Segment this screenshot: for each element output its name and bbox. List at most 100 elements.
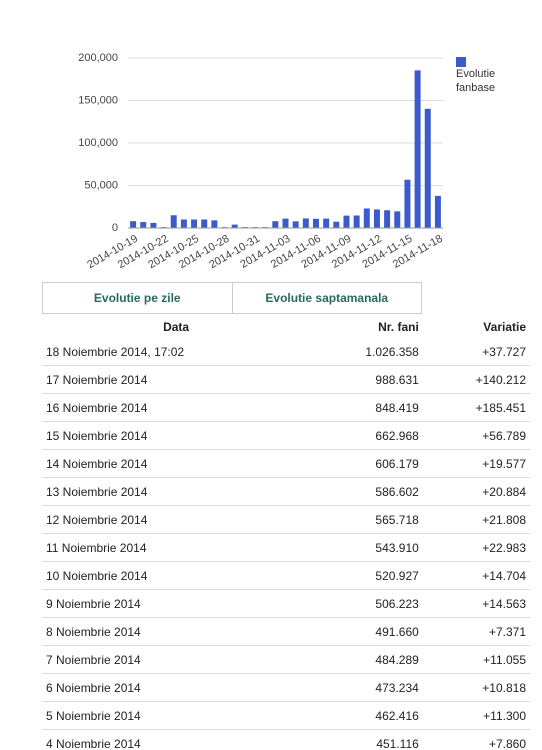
table-cell: 8 Noiembrie 2014 — [42, 617, 311, 646]
table-cell: 4 Noiembrie 2014 — [42, 729, 311, 750]
table-cell: 565.718 — [310, 505, 423, 534]
bar — [363, 208, 370, 228]
y-tick-label: 50,000 — [84, 179, 118, 191]
bar — [180, 219, 187, 228]
bar — [424, 108, 431, 228]
table-row: 7 Noiembrie 2014 484.289 +11.055 — [42, 645, 530, 674]
y-tick-label: 100,000 — [78, 137, 118, 149]
header-cell: Variatie — [483, 320, 526, 334]
table-row: 8 Noiembrie 2014 491.660 +7.371 — [42, 617, 530, 646]
table-cell: +7.860 — [422, 729, 530, 750]
table-cell: 17 Noiembrie 2014 — [42, 365, 311, 394]
table-cell: 7 Noiembrie 2014 — [42, 645, 311, 674]
header-cell: Nr. fani — [378, 320, 419, 334]
bar — [414, 70, 421, 228]
bar — [282, 218, 289, 228]
table-cell: 5 Noiembrie 2014 — [42, 701, 311, 730]
table-row: 13 Noiembrie 2014 586.602 +20.884 — [42, 477, 530, 506]
table-cell: 10 Noiembrie 2014 — [42, 561, 311, 590]
table-row: 18 Noiembrie 2014, 17:02 1.026.358 +37.727 — [42, 338, 530, 366]
table-row: 15 Noiembrie 2014 662.968 +56.789 — [42, 421, 530, 450]
table-cell: 848.419 — [310, 393, 423, 422]
bar — [312, 218, 319, 228]
table-cell: 451.116 — [310, 729, 423, 750]
bar — [434, 195, 441, 228]
bar — [343, 215, 350, 228]
bar — [333, 221, 340, 228]
table-row: 9 Noiembrie 2014 506.223 +14.563 — [42, 589, 530, 618]
table-cell: 18 Noiembrie 2014, 17:02 — [42, 338, 311, 366]
table-cell: +22.983 — [422, 533, 530, 562]
table-cell: 606.179 — [310, 449, 423, 478]
legend-swatch — [456, 57, 466, 67]
table-cell: 15 Noiembrie 2014 — [42, 421, 311, 450]
table-row: 14 Noiembrie 2014 606.179 +19.577 — [42, 449, 530, 478]
table-cell: 6 Noiembrie 2014 — [42, 673, 311, 702]
table-cell: 506.223 — [310, 589, 423, 618]
bar — [272, 221, 279, 228]
table-cell: 473.234 — [310, 673, 423, 702]
table-cell: 586.602 — [310, 477, 423, 506]
table-cell: 491.660 — [310, 617, 423, 646]
table-cell: 14 Noiembrie 2014 — [42, 449, 311, 478]
table-cell: 484.289 — [310, 645, 423, 674]
table-cell: +185.451 — [422, 393, 530, 422]
table-cell: +7.371 — [422, 617, 530, 646]
data-table: Data Nr. fani Variatie 18 Noiembrie 2014, 1… — [42, 316, 530, 750]
bar — [353, 215, 360, 228]
table-cell: 462.416 — [310, 701, 423, 730]
tab[interactable]: Evolutie pe zile — [43, 283, 233, 313]
bar — [323, 218, 330, 228]
table-cell: +21.808 — [422, 505, 530, 534]
bar — [302, 218, 309, 228]
table-cell: 543.910 — [310, 533, 423, 562]
table-cell: 9 Noiembrie 2014 — [42, 589, 311, 618]
table-row: 4 Noiembrie 2014 451.116 +7.860 — [42, 729, 530, 750]
bar — [404, 179, 411, 228]
table-cell: 11 Noiembrie 2014 — [42, 533, 311, 562]
bar — [211, 220, 218, 228]
table-cell: 662.968 — [310, 421, 423, 450]
legend-item: Evolutie fanbase — [456, 56, 516, 95]
bar — [170, 215, 177, 228]
table-row: 12 Noiembrie 2014 565.718 +21.808 — [42, 505, 530, 534]
bar — [140, 222, 147, 228]
table-row: 5 Noiembrie 2014 462.416 +11.300 — [42, 701, 530, 730]
table-cell: +14.563 — [422, 589, 530, 618]
table-cell: +11.300 — [422, 701, 530, 730]
tab[interactable]: Evolutie saptamanala — [265, 291, 389, 305]
table-row: 17 Noiembrie 2014 988.631 +140.212 — [42, 365, 530, 394]
chart: 050,000100,000150,000200,0002014-10-1920… — [78, 52, 445, 271]
table-cell: 520.927 — [310, 561, 423, 590]
y-tick-label: 150,000 — [78, 94, 118, 106]
table-row: 10 Noiembrie 2014 520.927 +14.704 — [42, 561, 530, 590]
table-cell: +14.704 — [422, 561, 530, 590]
table-cell: +56.789 — [422, 421, 530, 450]
bar — [373, 209, 380, 228]
table-row: 16 Noiembrie 2014 848.419 +185.451 — [42, 393, 530, 422]
tabs: Evolutie pe zile Evolutie saptamanala — [42, 282, 422, 314]
bar — [130, 221, 137, 228]
table-cell: 988.631 — [310, 365, 423, 394]
y-tick-label: 200,000 — [78, 52, 118, 64]
table-cell: 12 Noiembrie 2014 — [42, 505, 311, 534]
bar — [394, 211, 401, 228]
table-cell: +140.212 — [422, 365, 530, 394]
bar — [150, 222, 157, 228]
table-cell: +10.818 — [422, 673, 530, 702]
table-row: 11 Noiembrie 2014 543.910 +22.983 — [42, 533, 530, 562]
table-cell: +37.727 — [422, 338, 530, 366]
bar — [191, 219, 198, 228]
bar — [231, 224, 238, 228]
table-cell: +11.055 — [422, 645, 530, 674]
table-cell: 13 Noiembrie 2014 — [42, 477, 311, 506]
table-cell: 1.026.358 — [310, 338, 423, 366]
y-tick-label: 0 — [112, 222, 118, 234]
table-cell: 16 Noiembrie 2014 — [42, 393, 311, 422]
bar — [201, 219, 208, 228]
legend: Evolutie fanbase — [456, 56, 516, 95]
bar — [384, 210, 391, 228]
table-cell: +20.884 — [422, 477, 530, 506]
bar — [292, 221, 299, 228]
